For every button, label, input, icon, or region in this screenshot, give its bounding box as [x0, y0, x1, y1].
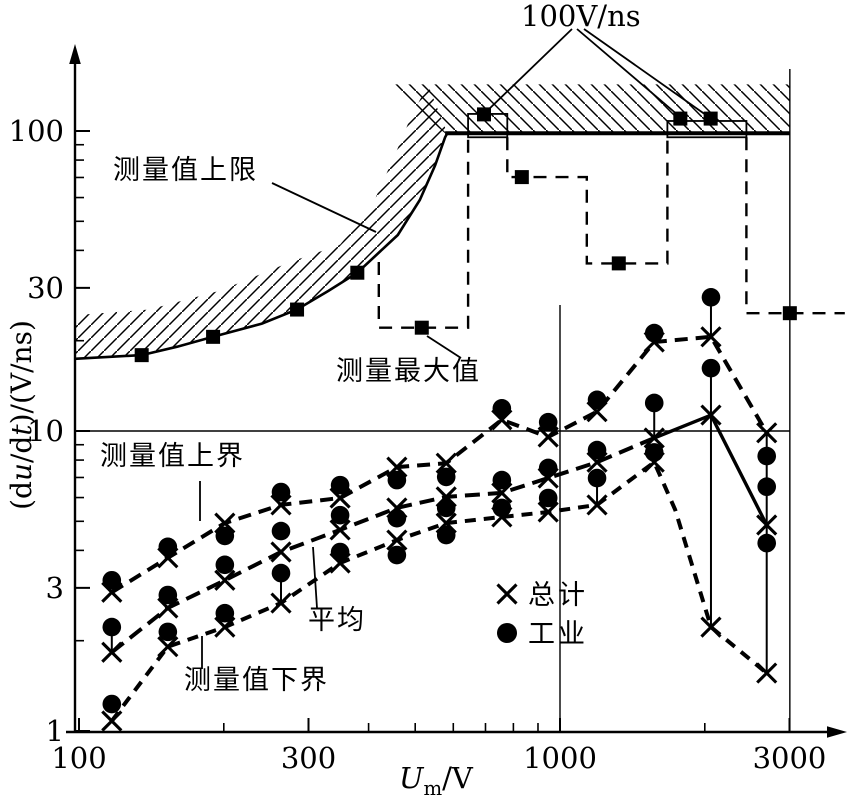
- y-tick-label: 10: [27, 414, 64, 448]
- x-tick-label: 3000: [753, 741, 827, 775]
- limit-curve-group: [74, 131, 791, 363]
- max-square-marker: [611, 256, 626, 271]
- y-tick-label: 3: [46, 571, 64, 605]
- axes: [66, 44, 847, 738]
- leader-line: [583, 28, 707, 116]
- x-axis-arrow: [827, 726, 847, 738]
- max-measured-group: [377, 107, 845, 335]
- series-markers-lower_industry: [102, 443, 777, 714]
- annotation-mean: 平均: [308, 605, 366, 636]
- annotation-max-measured: 测量最大值: [336, 356, 481, 387]
- leader-line: [576, 28, 680, 117]
- series-markers-upper_industry: [102, 288, 777, 590]
- y-axis-arrow: [69, 44, 81, 64]
- leader-line: [312, 546, 318, 609]
- leader-line: [271, 182, 377, 233]
- max-square-marker: [514, 170, 529, 185]
- leader-line: [486, 28, 573, 112]
- limit-hatch-band-curved: [74, 84, 448, 359]
- series-markers-mean_industry: [102, 358, 777, 637]
- max-square-marker: [414, 320, 429, 335]
- max-square-marker: [703, 111, 718, 126]
- annotation-leaders: [199, 28, 707, 669]
- y-tick-label: 100: [9, 114, 64, 148]
- annotation-upper-limit: 测量值上限: [113, 155, 258, 186]
- legend-label-1: 工业: [528, 619, 588, 650]
- ticks: [75, 130, 791, 732]
- x-tick-label: 300: [281, 741, 336, 775]
- y-tick-label: 1: [46, 714, 64, 748]
- x-axis-title: Um/V: [399, 761, 473, 800]
- x-tick-label: 100: [51, 741, 106, 775]
- limit-square-marker: [350, 265, 365, 280]
- limit-hatch-band-strip: [387, 84, 791, 134]
- annotation-rate-limit: 100V/ns: [521, 0, 641, 33]
- y-axis-title: (du/dt)/(V/ns): [5, 320, 38, 510]
- annotation-lower-bound: 测量值下界: [184, 665, 329, 696]
- tick-labels: 1 3 10 30 100 100 300 1000 3000: [9, 114, 827, 775]
- limit-square-marker: [290, 302, 305, 317]
- limit-square-marker: [134, 348, 149, 363]
- limit-curve: [74, 132, 449, 361]
- point-stems: [110, 297, 768, 674]
- leader-line: [426, 335, 462, 359]
- y-tick-label: 30: [27, 271, 64, 305]
- x-tick-label: 1000: [523, 741, 597, 775]
- limit-square-marker: [206, 329, 221, 344]
- legend-label-0: 总计: [528, 580, 588, 611]
- max-step-line: [745, 137, 845, 315]
- max-square-marker: [782, 306, 797, 321]
- max-step-line: [506, 137, 669, 265]
- series-line-lower_total: [110, 459, 768, 723]
- annotation-upper-bound: 测量值上界: [100, 441, 245, 472]
